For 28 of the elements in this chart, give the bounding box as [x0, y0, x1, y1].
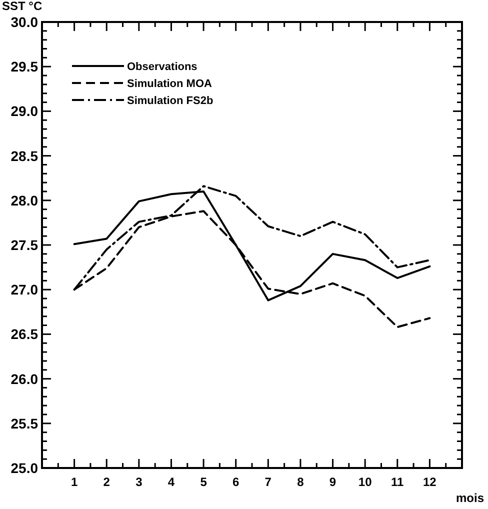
y-tick-label: 27.0	[10, 282, 38, 298]
x-tick-label: 4	[168, 475, 175, 489]
legend-label: Simulation MOA	[127, 78, 212, 90]
y-tick-label: 29.0	[10, 103, 38, 120]
y-tick-label: 26.0	[10, 370, 38, 387]
y-tick-label: 29.5	[10, 58, 38, 75]
legend-label: Simulation FS2b	[127, 95, 214, 107]
x-axis-title: mois	[456, 491, 484, 505]
x-tick-label: 5	[200, 475, 208, 489]
y-tick-label: 25.5	[10, 415, 38, 432]
x-tick-label: 12	[423, 475, 437, 489]
x-tick-label: 3	[136, 475, 143, 489]
legend-label: Observations	[127, 61, 198, 73]
y-tick-label: 30.0	[10, 14, 38, 30]
x-tick-label: 9	[329, 475, 336, 489]
y-tick-label: 27.5	[10, 237, 38, 253]
x-tick-label: 7	[264, 475, 272, 489]
y-tick-label: 26.5	[10, 326, 38, 342]
x-tick-label: 8	[297, 475, 304, 489]
x-tick-label: 1	[70, 475, 78, 489]
y-tick-label: 25.0	[10, 460, 38, 476]
x-tick-label: 10	[358, 475, 372, 489]
y-tick-label: 28.0	[10, 192, 38, 208]
y-tick-label: 28.5	[10, 148, 38, 164]
x-tick-label: 2	[103, 475, 110, 489]
x-tick-label: 6	[232, 475, 240, 489]
y-axis-title: SST °C	[2, 0, 42, 13]
x-tick-label: 11	[391, 475, 404, 489]
